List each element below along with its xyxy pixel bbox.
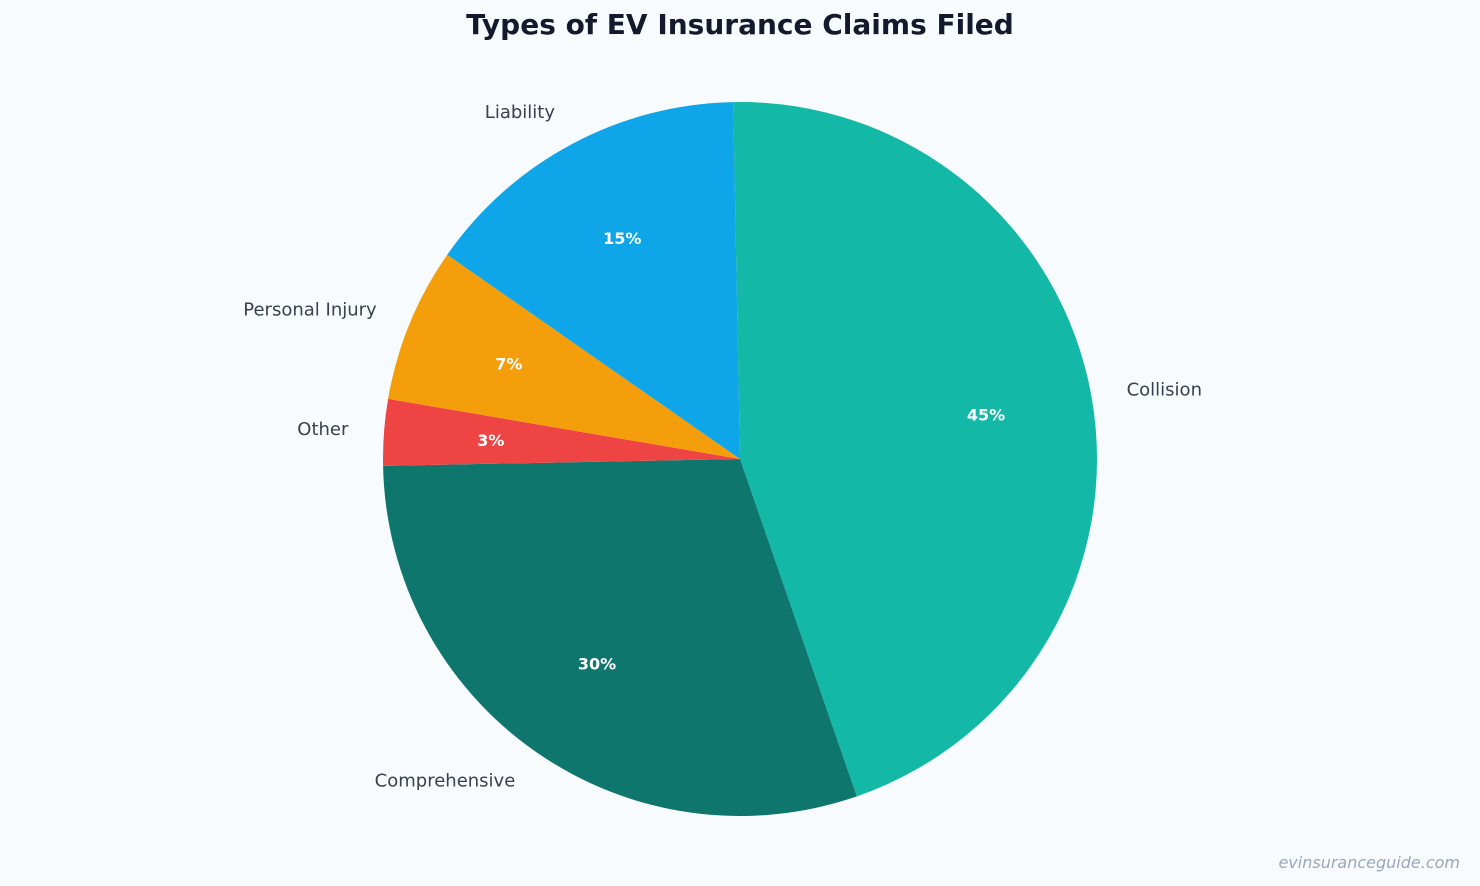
pie-slice-liability — [447, 102, 740, 459]
percent-label-other: 3% — [477, 431, 504, 450]
chart-title: Types of EV Insurance Claims Filed — [466, 8, 1014, 41]
pie-slice-personal-injury — [388, 254, 740, 459]
category-label-collision: Collision — [1127, 380, 1202, 401]
category-label-personal-injury: Personal Injury — [243, 300, 377, 321]
category-label-comprehensive: Comprehensive — [375, 771, 516, 792]
category-label-liability: Liability — [485, 102, 556, 123]
pie-slice-comprehensive — [383, 459, 857, 817]
percent-labels: 45% 30% 3% 7% 15% — [477, 229, 1005, 673]
watermark: evinsuranceguide.com — [1278, 853, 1460, 872]
percent-label-personal-injury: 7% — [495, 355, 522, 374]
pie-slice-collision — [733, 102, 1098, 797]
percent-label-collision: 45% — [967, 406, 1005, 425]
category-label-other: Other — [297, 419, 349, 440]
percent-label-comprehensive: 30% — [578, 655, 616, 674]
pie-slice-other — [383, 398, 740, 466]
pie-slices — [383, 102, 1098, 817]
percent-label-liability: 15% — [603, 229, 641, 248]
category-labels: Collision Comprehensive Other Personal Inju… — [243, 102, 1202, 792]
